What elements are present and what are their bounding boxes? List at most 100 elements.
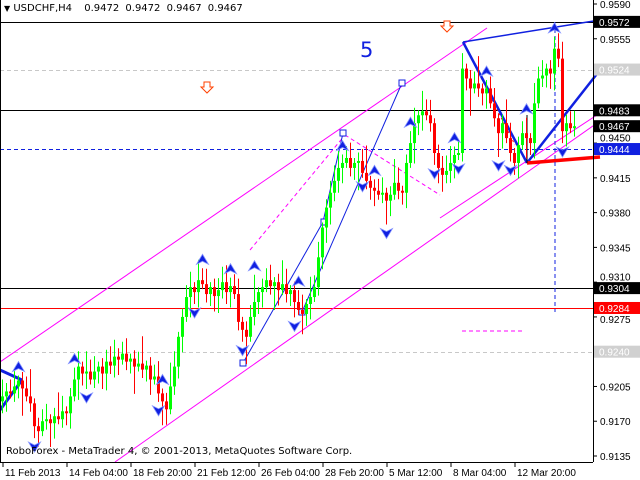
candle-body [373, 187, 376, 191]
candle-body [501, 123, 504, 134]
x-tick-label: 28 Feb 20:00 [325, 468, 384, 479]
candle-body [213, 287, 216, 297]
price-level-label: 0.9240 [599, 348, 630, 359]
fractal-up-arrow-icon [447, 131, 462, 144]
price-level-label: 0.9483 [599, 106, 630, 117]
symbol-label: USDCHF,H4 [13, 3, 73, 14]
wave-line [462, 19, 601, 43]
fractal-arrows [11, 22, 570, 453]
price-level-label-bg [594, 15, 640, 28]
candle-body [77, 366, 80, 380]
candle-body [309, 297, 312, 305]
candle-body [193, 287, 196, 293]
candle-body [85, 371, 88, 374]
fractal-down-arrow-icon [451, 162, 466, 175]
wave-point-marker [339, 129, 347, 137]
candle-body [393, 182, 396, 195]
candle-body [61, 411, 64, 420]
candle-body [117, 356, 120, 360]
candle-body [565, 123, 568, 132]
candle-body [437, 153, 440, 168]
candle-body [37, 426, 40, 432]
fractal-up-arrow-icon [155, 373, 170, 386]
fractal-down-arrow-icon [79, 391, 94, 404]
candle-body [109, 361, 112, 366]
candle-body [549, 68, 552, 74]
candle-body [493, 103, 496, 119]
candle-body [521, 133, 524, 146]
candle-body [401, 190, 404, 193]
fractal-up-arrow-icon [335, 139, 350, 152]
candle-body [21, 380, 24, 389]
candle-body [261, 287, 264, 293]
price-level-label-bg [594, 301, 640, 314]
candle-body [305, 304, 308, 314]
candle-body [345, 157, 348, 163]
wave-point-marker [239, 359, 247, 367]
candle-body [337, 167, 340, 181]
candle-body [349, 157, 352, 168]
candle-body [505, 123, 508, 139]
candle-body [477, 83, 480, 89]
candle-body [445, 170, 448, 175]
candle-body [29, 396, 32, 404]
candle-body [197, 280, 200, 293]
candle-body [481, 88, 484, 94]
candle-body [461, 68, 464, 154]
price-level-label-bg [594, 345, 640, 358]
candle-body [233, 286, 236, 295]
fractal-down-arrow-icon [27, 441, 42, 453]
candle-body [113, 356, 116, 366]
open-value: 0.9472 [84, 3, 120, 14]
candle-body [525, 133, 528, 139]
candle-body [273, 282, 276, 287]
price-level-label-bg [594, 120, 640, 133]
fractal-down-arrow-icon [503, 164, 518, 177]
candle-body [245, 329, 248, 337]
candle-body [149, 365, 152, 380]
triangle-down-icon[interactable]: ▼ [4, 4, 11, 13]
candle-body [425, 111, 428, 116]
candle-body [269, 280, 272, 287]
candle-body [97, 366, 100, 372]
candle-body [105, 361, 108, 374]
y-tick-label: 0.9205 [600, 382, 631, 393]
candle-body [413, 123, 416, 144]
candle-body [181, 316, 184, 337]
candle-body [569, 123, 572, 129]
candle-body [281, 284, 284, 291]
candle-body [201, 280, 204, 285]
candle-body [561, 58, 564, 132]
low-value: 0.9467 [166, 3, 202, 14]
candle-body [377, 190, 380, 195]
candle-body [225, 282, 228, 293]
candle-body [321, 227, 324, 258]
fractal-up-arrow-icon [479, 65, 494, 77]
candle-body [265, 280, 268, 288]
y-tick-label: 0.9345 [600, 243, 631, 254]
candle-body [449, 162, 452, 171]
candle-body [185, 297, 188, 317]
y-tick-label: 0.9275 [600, 315, 631, 326]
x-tick-label: 11 Feb 2013 [5, 468, 61, 479]
candle-body [529, 138, 532, 144]
candle-body [249, 316, 252, 337]
candle-body [489, 88, 492, 104]
candle-body [33, 403, 36, 427]
candle-body [509, 138, 512, 154]
price-level-label: 0.9467 [599, 122, 630, 133]
candle-body [397, 182, 400, 191]
candle-body [497, 118, 500, 134]
fractal-down-arrow-icon [187, 307, 202, 319]
candle-body [53, 416, 56, 424]
candle-body [45, 419, 48, 422]
candle-body [353, 162, 356, 168]
candle-body [69, 396, 72, 414]
candle-body [289, 290, 292, 295]
candle-body [341, 162, 344, 168]
candle-body [313, 287, 316, 298]
y-tick-label: 0.9310 [600, 273, 631, 284]
candle-body [101, 366, 104, 374]
candle-body [301, 309, 304, 314]
